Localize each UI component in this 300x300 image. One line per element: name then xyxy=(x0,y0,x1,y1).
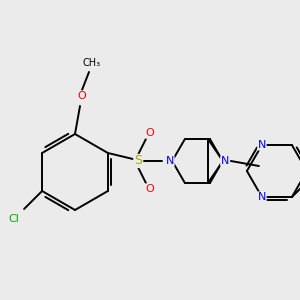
Text: O: O xyxy=(146,128,154,138)
Text: N: N xyxy=(258,192,266,202)
Text: Cl: Cl xyxy=(9,214,20,224)
Text: N: N xyxy=(258,140,266,150)
Text: N: N xyxy=(221,156,229,166)
Text: O: O xyxy=(78,91,86,101)
Text: S: S xyxy=(134,154,142,167)
Text: CH₃: CH₃ xyxy=(83,58,101,68)
Text: N: N xyxy=(166,156,174,166)
Text: O: O xyxy=(146,184,154,194)
